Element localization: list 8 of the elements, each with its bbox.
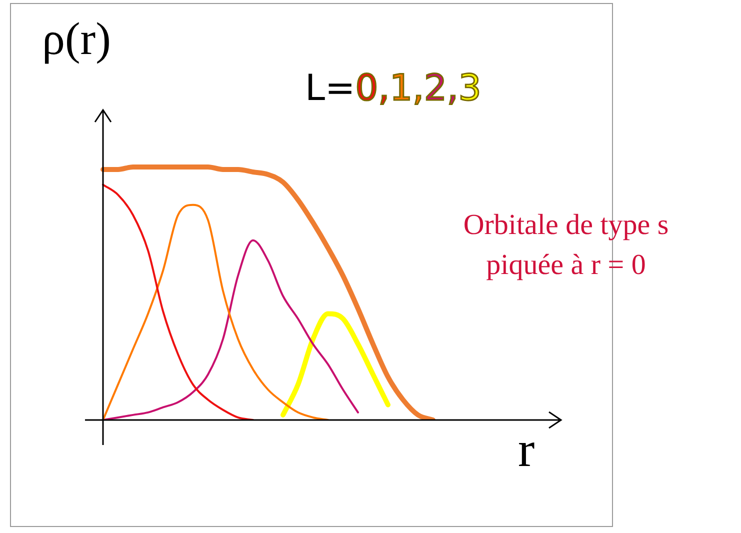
text: 1, [390,68,424,109]
text: 2, [424,68,458,109]
y-axis-title: ρ(r) [42,12,111,65]
text: 3 [458,68,482,109]
x-axis-title: r [518,420,535,478]
legend-title: L= [305,68,356,109]
annotation: Orbitale de type s piquée à r = 0 [462,208,670,283]
text: 0, [355,68,390,109]
